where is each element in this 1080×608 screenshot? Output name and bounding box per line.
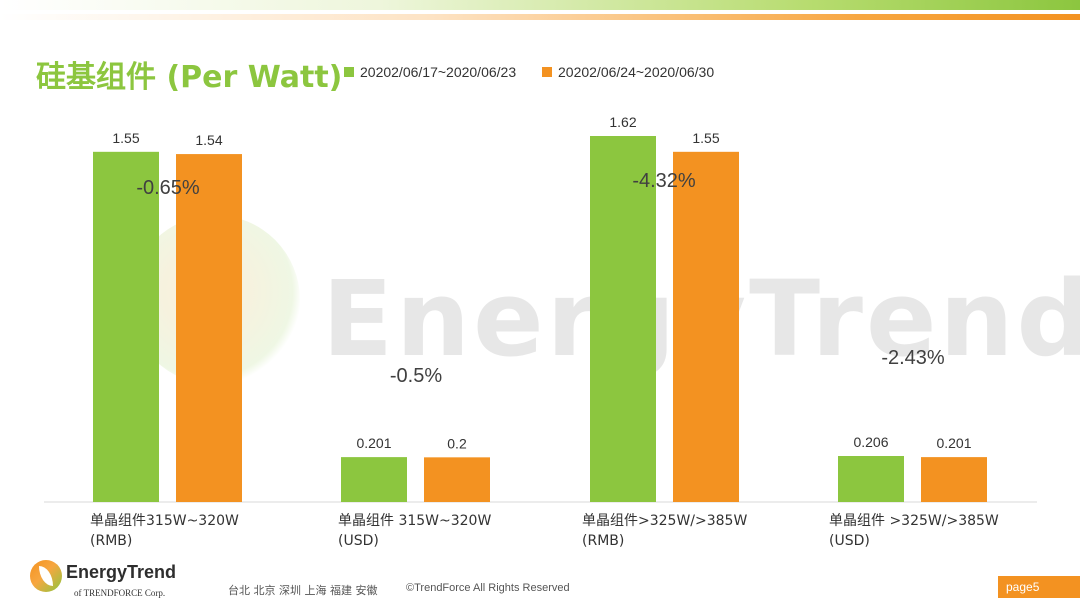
data-label: 1.54 xyxy=(195,132,222,148)
bar xyxy=(341,457,407,502)
category-label: 单晶组件>325W/>385W (RMB) xyxy=(582,513,748,549)
page-number: page5 xyxy=(998,576,1080,598)
category-label: 单晶组件 315W~320W (USD) xyxy=(338,513,492,549)
change-annotation: -0.5% xyxy=(390,365,442,387)
leaf-logo-icon xyxy=(30,560,62,592)
bar xyxy=(176,154,242,502)
footer-cities: 台北 北京 深圳 上海 福建 安徽 xyxy=(228,584,378,597)
bar xyxy=(424,457,490,502)
legend-item-2: 20202/06/24~2020/06/30 xyxy=(542,62,714,82)
data-label: 0.206 xyxy=(853,434,888,450)
logo-text: EnergyTrend xyxy=(66,562,177,582)
change-annotation: -0.65% xyxy=(136,177,200,199)
category-label: 单晶组件315W~320W (RMB) xyxy=(90,513,239,549)
data-label: 0.2 xyxy=(447,435,467,451)
data-label: 1.55 xyxy=(692,130,719,146)
top-orange-band xyxy=(0,14,1080,20)
data-label: 1.62 xyxy=(609,114,636,130)
bar xyxy=(921,457,987,502)
legend-label: 20202/06/24~2020/06/30 xyxy=(558,64,715,80)
bar xyxy=(93,151,159,502)
category-label: 单晶组件 >325W/>385W (USD) xyxy=(829,513,999,549)
bar xyxy=(838,456,904,502)
logo-subtext: of TRENDFORCE Corp. xyxy=(74,588,166,598)
legend-item-1: 20202/06/17~2020/06/23 xyxy=(344,62,516,82)
legend-swatch-orange xyxy=(542,67,552,77)
top-green-band xyxy=(0,0,1080,10)
company-logo: EnergyTrend of TRENDFORCE Corp. xyxy=(30,558,190,604)
data-label: 1.55 xyxy=(112,130,139,146)
chart-title: 硅基组件 (Per Watt) xyxy=(36,60,343,95)
change-annotation: -4.32% xyxy=(632,170,696,192)
legend-label: 20202/06/17~2020/06/23 xyxy=(360,64,517,80)
legend-swatch-green xyxy=(344,67,354,77)
bar xyxy=(673,151,739,502)
data-label: 0.201 xyxy=(936,435,971,451)
data-label: 0.201 xyxy=(356,435,391,451)
bar xyxy=(590,136,656,502)
change-annotation: -2.43% xyxy=(881,347,945,369)
footer-copyright: ©TrendForce All Rights Reserved xyxy=(406,582,570,594)
